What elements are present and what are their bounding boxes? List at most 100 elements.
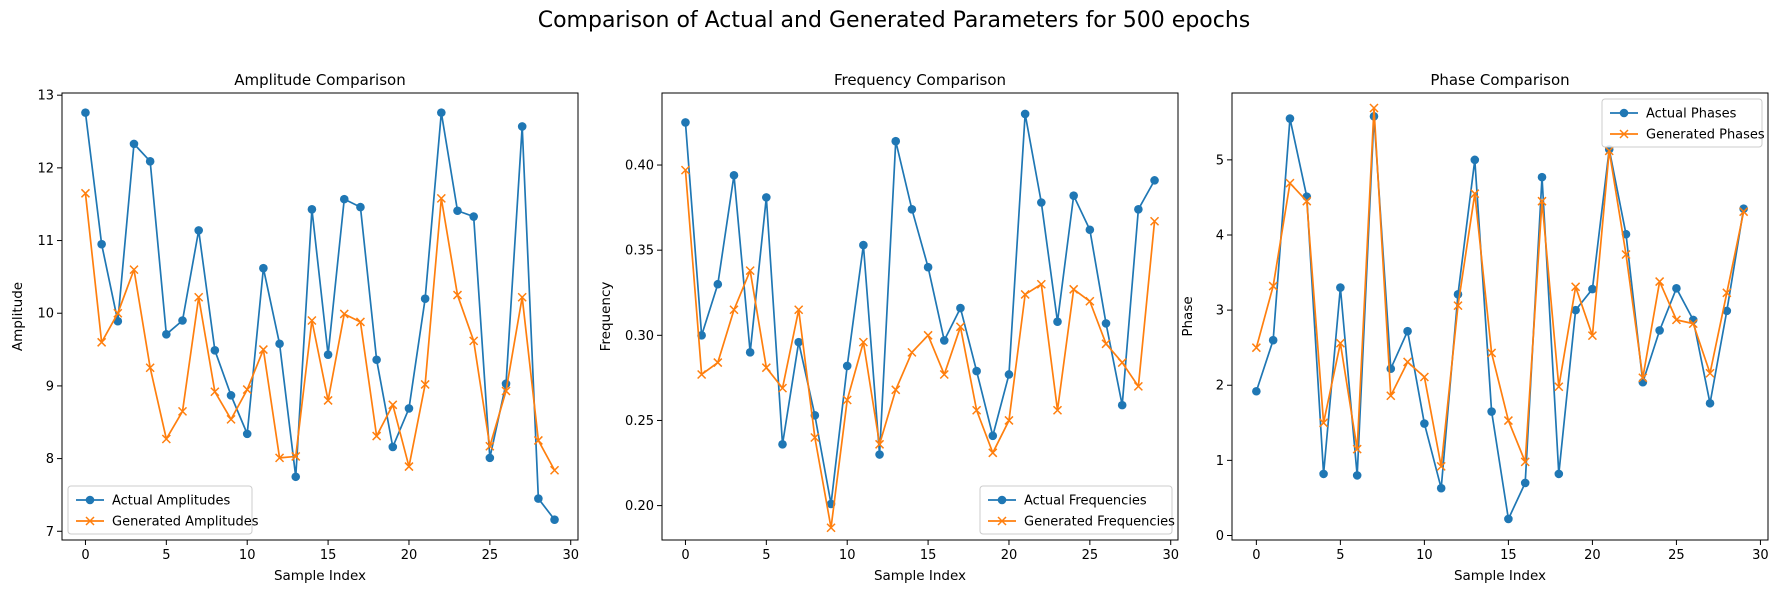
y-tick-label: 5	[1216, 153, 1224, 168]
x-tick-label: 5	[762, 548, 770, 563]
data-point	[1655, 277, 1665, 287]
data-point	[1554, 469, 1564, 479]
data-point	[162, 330, 171, 339]
data-point	[1705, 398, 1715, 408]
y-tick-label: 0.40	[625, 159, 654, 174]
subplot-1: Amplitude Comparison 0 5 10 15 20 25 30 7 8 9 10 11 1…	[10, 71, 579, 584]
data-point	[436, 193, 446, 203]
data-point	[1655, 326, 1664, 335]
data-point	[1085, 296, 1095, 306]
legend-item: Actual Phases	[1610, 107, 1737, 122]
legend-marker	[85, 516, 95, 526]
y-tick-label: 0.20	[625, 499, 654, 514]
data-point	[972, 366, 981, 376]
data-point	[794, 305, 804, 315]
data-point	[307, 315, 317, 326]
data-point	[1487, 348, 1497, 358]
data-point	[875, 450, 884, 459]
data-point	[1504, 514, 1513, 524]
y-tick-label: 0.30	[625, 329, 654, 344]
data-point	[1386, 364, 1396, 374]
data-point	[129, 265, 139, 275]
y-tick-label: 2	[1216, 379, 1224, 394]
data-point	[1319, 418, 1329, 428]
data-point	[452, 290, 463, 300]
data-point	[1503, 416, 1513, 426]
data-point	[388, 442, 398, 452]
legend-item: Actual Frequencies	[988, 494, 1147, 509]
data-point	[923, 262, 933, 272]
data-point	[1587, 331, 1597, 341]
data-point	[972, 405, 982, 415]
x-tick-label: 0	[81, 548, 89, 563]
data-point	[97, 337, 107, 347]
legend-item: Generated Phases	[1610, 128, 1765, 143]
series-line	[684, 170, 1156, 529]
data-point	[1285, 114, 1295, 123]
data-point	[1487, 407, 1496, 416]
data-point	[1739, 207, 1749, 217]
x-tick-label: 10	[1416, 548, 1433, 563]
data-point	[1604, 146, 1614, 156]
y-tick-label: 12	[37, 161, 54, 176]
subplot-2: Frequency Comparison 0 5 10 15 20 25 30 0.20 0.25…	[598, 71, 1179, 584]
data-point	[323, 350, 333, 359]
data-point	[226, 414, 236, 424]
x-tick-label: 25	[482, 548, 499, 563]
series-line	[1255, 115, 1745, 520]
x-tick-label: 30	[1752, 548, 1769, 563]
x-tick-label: 10	[239, 548, 256, 563]
data-point	[1020, 109, 1030, 119]
data-point	[1436, 461, 1446, 471]
data-point	[210, 387, 220, 397]
data-point	[1052, 405, 1063, 415]
data-point	[729, 170, 739, 180]
legend-item: Generated Amplitudes	[76, 515, 259, 530]
data-point	[1420, 419, 1429, 428]
data-point	[80, 188, 90, 198]
legend-frame	[1601, 98, 1763, 148]
data-point	[194, 292, 204, 302]
data-point	[680, 165, 690, 175]
data-point	[129, 139, 139, 149]
x-axis-label: Sample Index	[874, 568, 966, 584]
data-point	[437, 108, 446, 117]
data-point	[956, 303, 965, 313]
x-tick-label: 20	[1584, 548, 1601, 563]
legend-item: Generated Frequencies	[988, 515, 1175, 530]
data-point	[1671, 315, 1681, 325]
data-point	[1335, 338, 1345, 348]
series-generated	[80, 188, 560, 475]
data-point	[420, 379, 430, 389]
data-point	[745, 266, 755, 276]
x-axis-label: Sample Index	[274, 568, 366, 584]
data-point	[1520, 457, 1530, 467]
subplot-title: Amplitude Comparison	[234, 71, 405, 89]
y-tick-label: 1	[1216, 454, 1224, 469]
data-point	[550, 515, 559, 524]
data-point	[242, 429, 252, 439]
data-point	[1133, 381, 1143, 391]
data-point	[1419, 372, 1429, 382]
data-point	[988, 431, 998, 441]
data-point	[1036, 279, 1046, 289]
data-point	[1672, 284, 1681, 293]
legend: Actual Phases Generated Phases	[1601, 98, 1765, 148]
data-point	[1053, 317, 1062, 326]
data-point	[1369, 103, 1379, 113]
data-point	[1252, 386, 1261, 396]
series-actual	[681, 109, 1159, 509]
data-point	[469, 212, 478, 221]
y-tick-label: 9	[46, 379, 54, 394]
series-line	[1255, 107, 1745, 468]
data-point	[1268, 335, 1278, 345]
data-point	[177, 406, 188, 416]
data-point	[355, 317, 365, 327]
data-point	[210, 345, 220, 355]
data-point	[291, 472, 301, 482]
x-tick-label: 0	[681, 548, 689, 563]
data-point	[275, 453, 285, 463]
data-point	[697, 369, 707, 380]
data-point	[550, 465, 560, 475]
